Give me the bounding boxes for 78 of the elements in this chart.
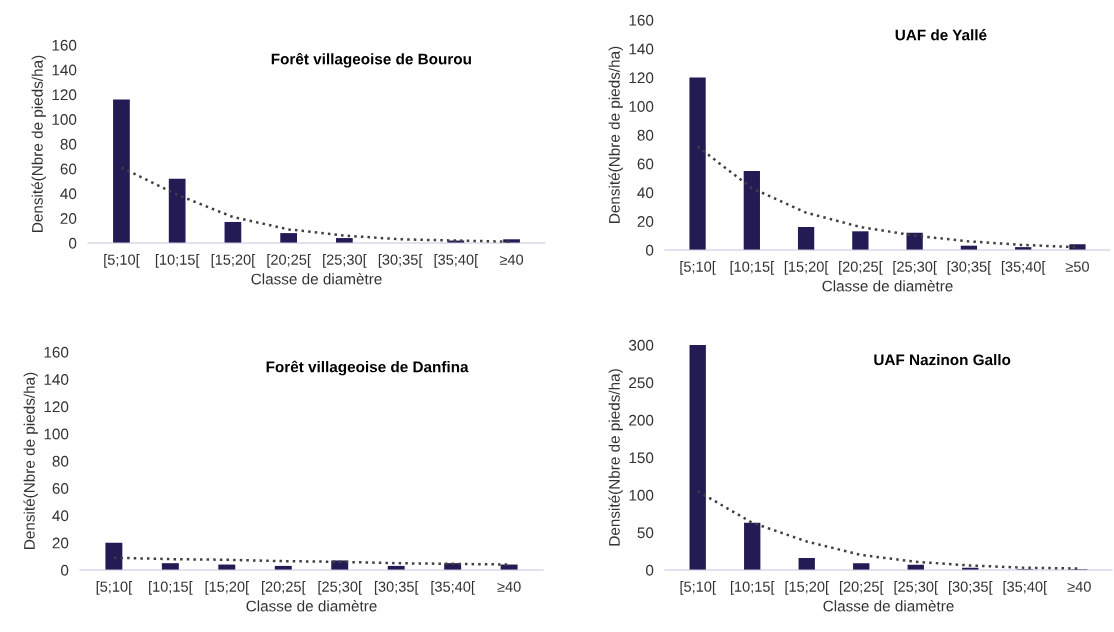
x-tick-label: [25;30[ <box>323 254 367 268</box>
y-tick-label: 50 <box>637 527 654 539</box>
chart-title: Forêt villageoise de Bourou <box>271 52 471 68</box>
x-tick-label: [35;40[ <box>1001 261 1046 275</box>
x-tick-label: [20;25[ <box>839 581 884 595</box>
x-tick-label: ≥50 <box>1065 261 1089 272</box>
y-tick-label: 80 <box>52 455 69 467</box>
y-tick-label: 120 <box>44 401 69 413</box>
x-tick-label: [30;35[ <box>947 261 992 275</box>
x-tick-label: [20;25[ <box>267 254 311 268</box>
y-axis-title: Densité(Nbre de pieds/ha) <box>23 372 38 549</box>
x-tick-label: [10;15[ <box>149 581 193 595</box>
y-axis-title: Densité(Nbre de pieds/ha) <box>608 46 623 223</box>
y-tick-label: 60 <box>637 158 654 170</box>
x-tick-label: [35;40[ <box>434 254 479 268</box>
x-tick-label: [5;10[ <box>96 581 133 595</box>
y-tick-label: 250 <box>629 377 654 389</box>
y-tick-label: 20 <box>637 216 654 227</box>
x-tick-label: [35;40[ <box>1003 581 1047 595</box>
y-tick-label: 60 <box>52 483 69 494</box>
x-tick-label: ≥40 <box>499 254 524 265</box>
x-tick-label: [30;35[ <box>949 581 993 595</box>
x-tick-label: [25;30[ <box>893 261 937 275</box>
x-tick-label: [10;15[ <box>730 581 775 595</box>
x-axis-title: Classe de diamètre <box>823 600 954 612</box>
y-tick-label: 20 <box>60 213 77 224</box>
y-tick-label: 40 <box>637 187 654 199</box>
y-tick-label: 150 <box>629 452 654 464</box>
y-tick-label: 0 <box>60 564 69 576</box>
x-axis-title: Classe de diamètre <box>822 280 953 292</box>
y-tick-label: 0 <box>645 564 654 576</box>
x-tick-label: [15;20[ <box>211 254 256 268</box>
y-tick-label: 0 <box>645 244 654 256</box>
x-tick-label: [25;30[ <box>318 581 362 595</box>
x-tick-label: ≥40 <box>497 581 521 592</box>
x-tick-label: [30;35[ <box>378 254 423 268</box>
y-tick-label: 140 <box>629 43 654 55</box>
y-tick-label: 120 <box>52 89 77 101</box>
y-axis-title: Densité(Nbre de pieds/ha) <box>31 55 46 232</box>
y-tick-label: 40 <box>52 510 69 522</box>
y-tick-label: 100 <box>44 428 69 440</box>
x-tick-label: [20;25[ <box>839 261 883 275</box>
chart-title: UAF Nazinon Gallo <box>874 354 1011 366</box>
text: Forêt villageoise de Danfina <box>266 360 469 376</box>
y-tick-label: 160 <box>44 346 69 358</box>
y-tick-label: 20 <box>52 537 69 549</box>
y-tick-label: 120 <box>629 72 654 84</box>
y-tick-label: 60 <box>60 163 77 175</box>
y-tick-label: 140 <box>52 64 77 76</box>
x-tick-label: [15;20[ <box>785 581 829 595</box>
y-tick-label: 80 <box>637 129 654 141</box>
y-tick-label: 300 <box>628 339 654 351</box>
y-tick-label: 160 <box>629 14 654 26</box>
x-axis-title: Classe de diamètre <box>251 273 382 285</box>
y-tick-label: 100 <box>629 101 654 112</box>
y-tick-label: 160 <box>52 39 77 51</box>
x-tick-label: [10;15[ <box>155 254 200 268</box>
x-tick-label: [5;10[ <box>104 254 140 268</box>
x-tick-label: [20;25[ <box>262 581 306 595</box>
x-tick-label: ≥40 <box>1067 581 1091 592</box>
chart-title: UAF de Yallé <box>895 29 987 41</box>
y-tick-label: 140 <box>44 374 69 385</box>
x-tick-label: [25;30[ <box>894 581 938 595</box>
y-axis-title: Densité(Nbre de pieds/ha) <box>608 369 623 546</box>
x-axis-title: Classe de diamètre <box>246 600 377 612</box>
x-tick-label: [10;15[ <box>730 261 775 275</box>
y-tick-label: 100 <box>52 114 77 125</box>
x-tick-label: [15;20[ <box>784 261 829 275</box>
y-tick-label: 0 <box>68 237 77 249</box>
y-tick-label: 80 <box>60 138 77 150</box>
x-tick-label: [5;10[ <box>680 581 716 595</box>
x-tick-label: [5;10[ <box>680 261 716 275</box>
y-tick-label: 40 <box>60 188 77 200</box>
x-tick-label: [15;20[ <box>205 581 249 595</box>
y-tick-label: 200 <box>629 414 654 426</box>
x-tick-label: [30;35[ <box>374 581 419 595</box>
y-tick-label: 100 <box>629 489 654 501</box>
x-tick-label: [35;40[ <box>431 581 475 595</box>
